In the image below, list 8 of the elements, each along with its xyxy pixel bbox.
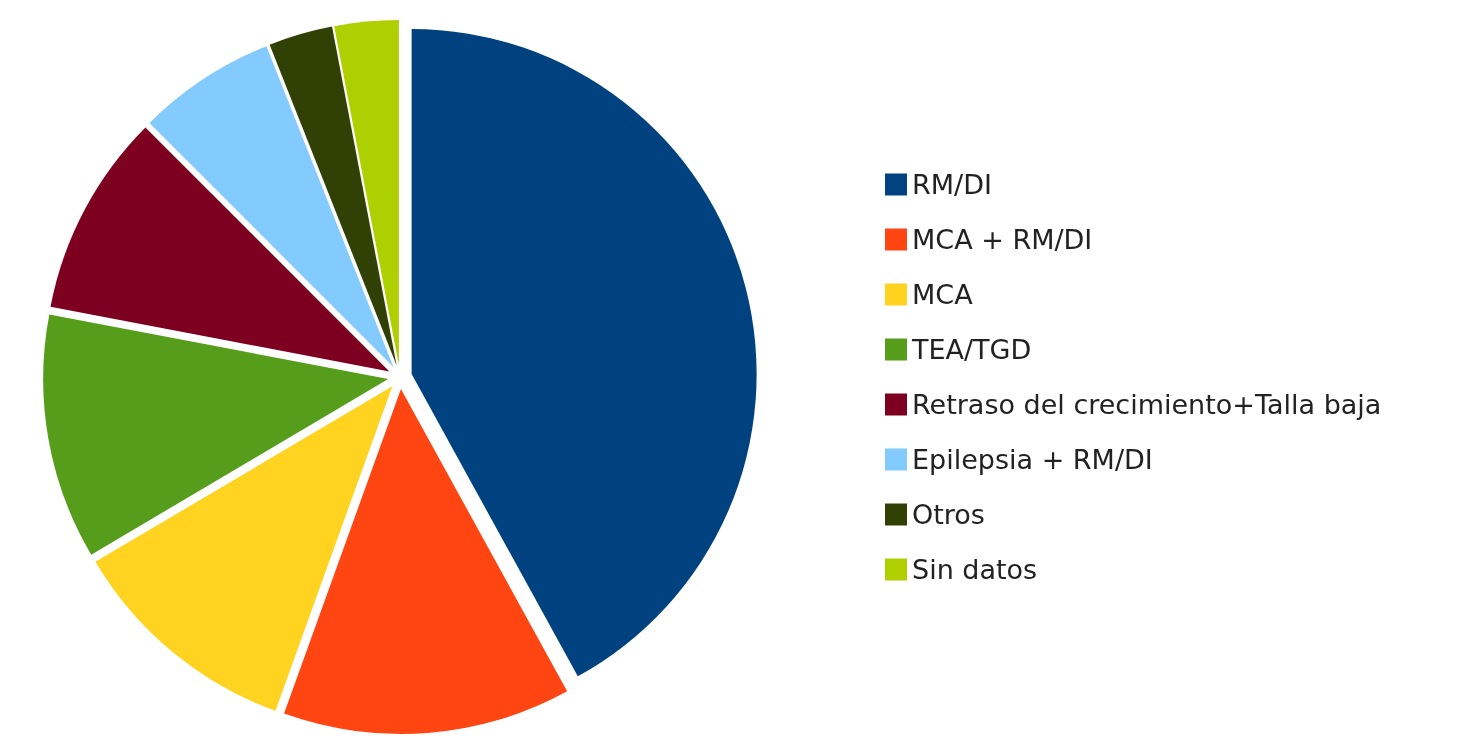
legend-label: MCA + RM/DI: [912, 224, 1093, 255]
legend-label: Retraso del crecimiento+Talla baja: [912, 389, 1382, 420]
legend-label: TEA/TGD: [911, 334, 1032, 365]
legend-label: Sin datos: [912, 554, 1038, 585]
legend-label: RM/DI: [912, 169, 992, 200]
legend-label: Otros: [912, 499, 985, 530]
legend-label: MCA: [912, 279, 974, 310]
legend-label: Epilepsia + RM/DI: [912, 444, 1153, 475]
